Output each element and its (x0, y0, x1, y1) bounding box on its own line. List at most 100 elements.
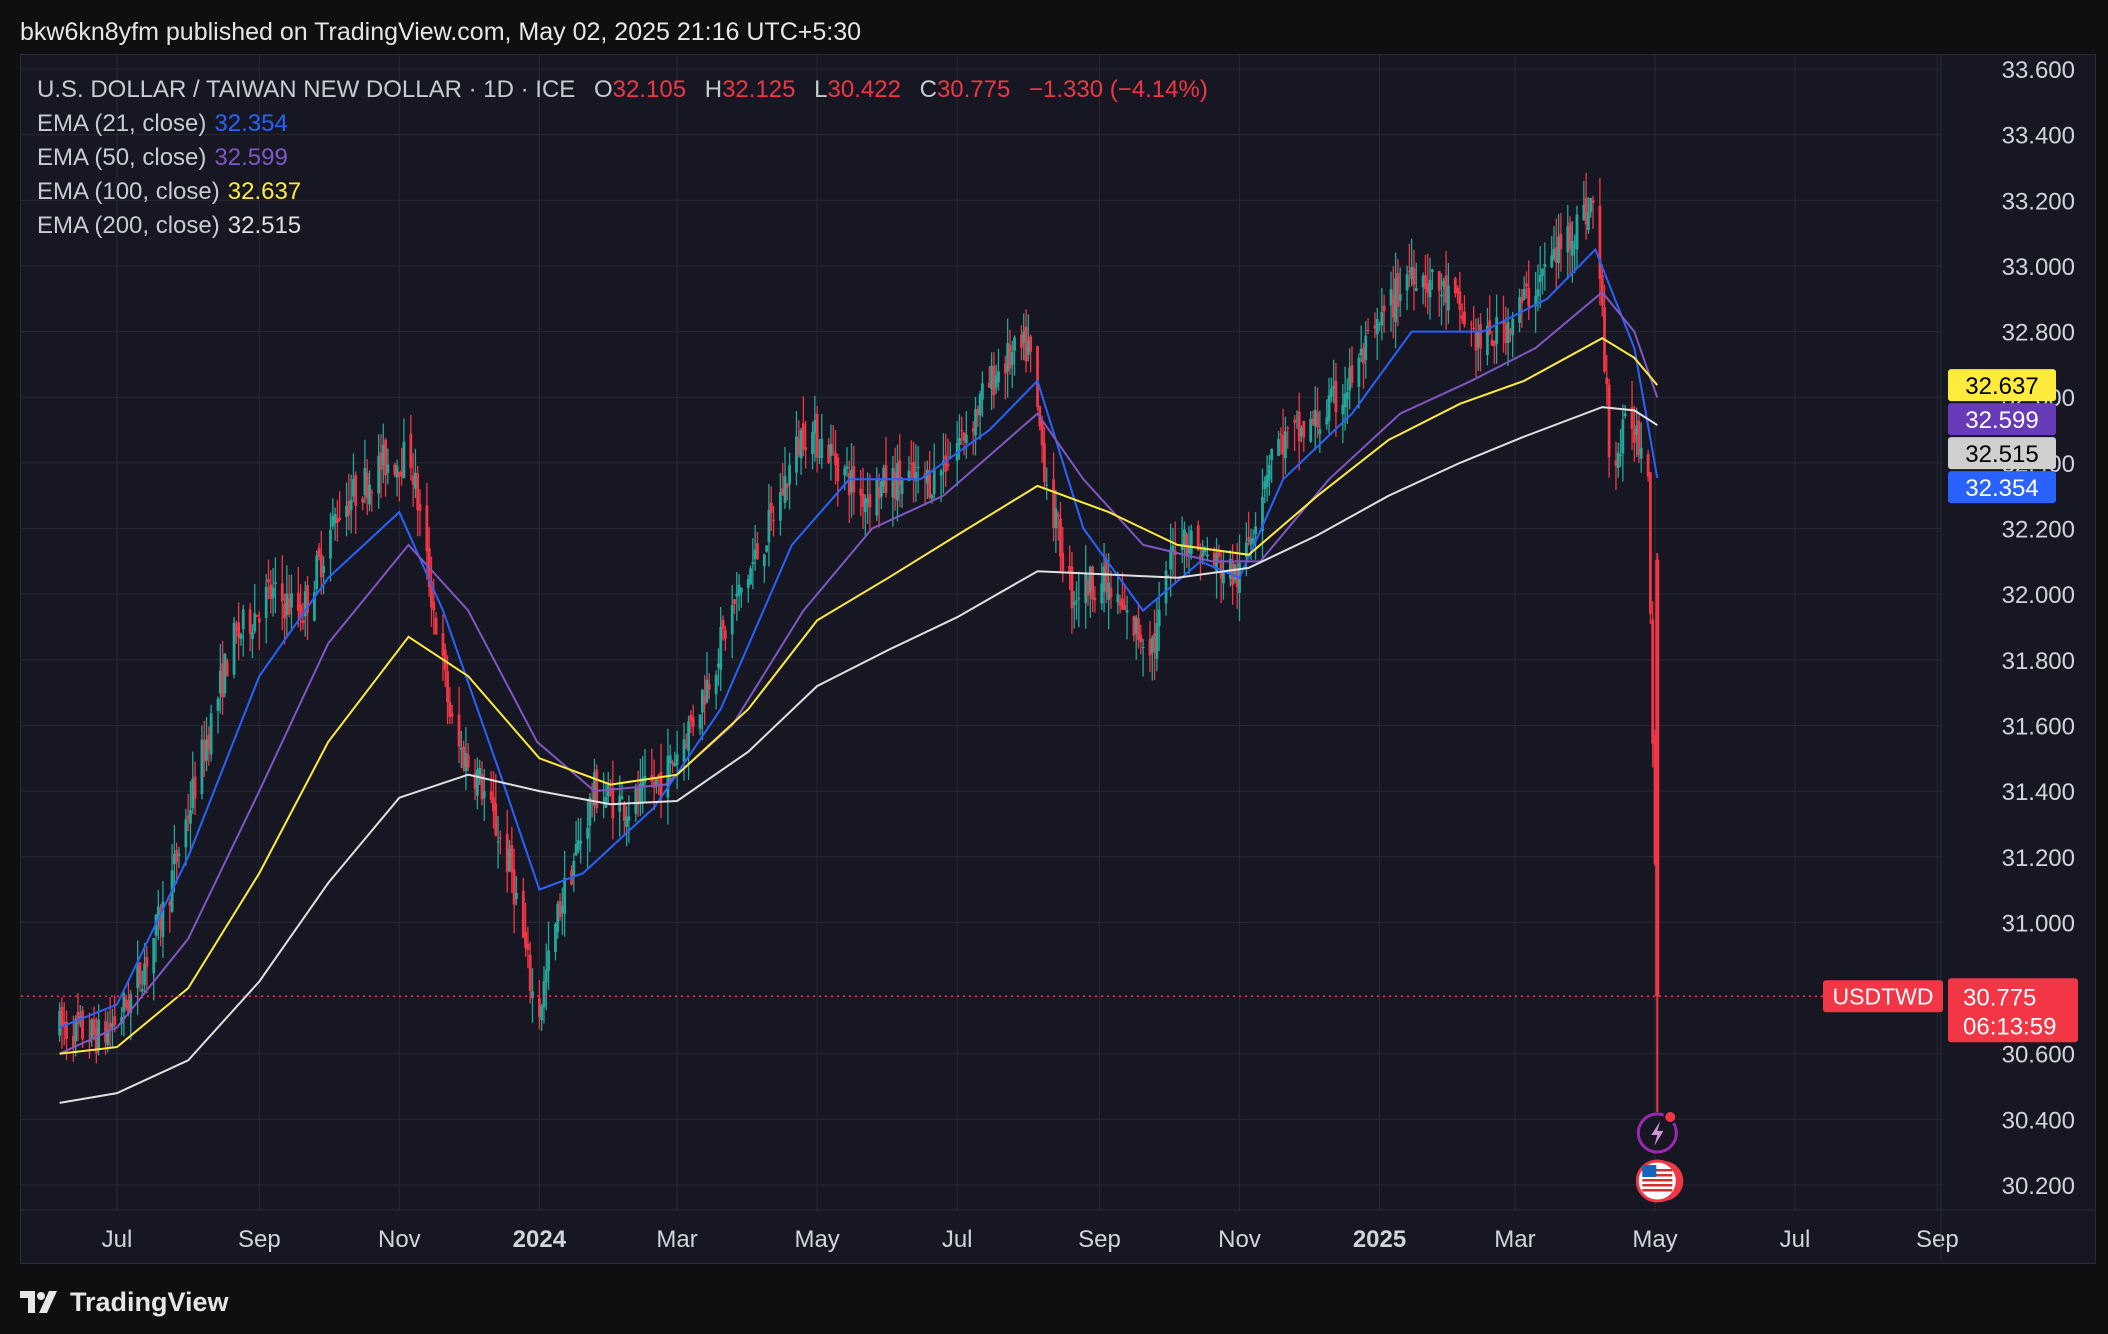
candle-body (1141, 647, 1145, 649)
candle-body (209, 713, 213, 755)
candle-body (496, 841, 500, 843)
candle-body (1029, 336, 1033, 352)
candle-body (1508, 330, 1512, 333)
chart-area[interactable]: 33.60033.40033.20033.00032.80032.60032.4… (20, 54, 2096, 1264)
candle-body (430, 581, 433, 608)
candle-body (1426, 283, 1430, 294)
candle-body (574, 844, 578, 856)
candle-body (1293, 420, 1297, 423)
candle-body (1430, 269, 1434, 272)
candle-body (108, 1022, 112, 1030)
candle-body (1447, 285, 1450, 311)
ema-price-tag[interactable] (1948, 369, 2056, 402)
candle-body (1619, 454, 1622, 457)
ema-50-row[interactable]: EMA (50, close) 32.599 (37, 141, 1208, 175)
candle-body (1311, 418, 1315, 425)
candle-body (1525, 283, 1528, 287)
last-price-tag[interactable] (1948, 978, 2078, 1043)
ema-line-3[interactable] (59, 406, 1658, 1104)
ema-21-value: 32.354 (214, 110, 288, 137)
candle-body (1600, 274, 1604, 307)
candle-body (1343, 393, 1347, 408)
tradingview-brand[interactable]: TradingView (20, 1282, 229, 1322)
candle-body (714, 674, 718, 695)
ema-21-row[interactable]: EMA (21, close) 32.354 (37, 107, 1208, 141)
candle-body (411, 475, 415, 485)
candle-body (939, 470, 943, 476)
candle-body (572, 860, 576, 877)
ema-line-0[interactable] (59, 247, 1659, 1029)
chart-background (21, 55, 2095, 1263)
candle-body (1566, 226, 1570, 253)
candle-body (290, 593, 293, 608)
candle-body (769, 502, 773, 513)
candle-body (756, 543, 759, 560)
ema-line-1[interactable] (59, 290, 1659, 1055)
candle-body (515, 892, 518, 899)
candle-body (987, 382, 991, 388)
candle-body (524, 931, 528, 948)
y-tick-label: 32.200 (2002, 517, 2075, 544)
candle-body (992, 365, 996, 396)
candle-body (1382, 305, 1386, 312)
candle-body (1100, 583, 1104, 604)
candle-body (703, 696, 707, 705)
x-tick-label: Mar (656, 1226, 697, 1253)
candle-body (762, 554, 766, 566)
candle-body (322, 566, 325, 574)
candle-body (981, 383, 984, 400)
y-tick-label: 30.600 (2002, 1042, 2075, 1069)
candle-body (526, 943, 530, 950)
candle-body (1543, 263, 1547, 268)
candle-body (223, 653, 227, 694)
candle-body (136, 966, 140, 988)
candle-body (843, 468, 847, 476)
candle-body (271, 587, 275, 598)
ema-price-tag[interactable] (1948, 471, 2056, 504)
candle-body (285, 593, 289, 615)
ema-100-row[interactable]: EMA (100, close) 32.637 (37, 175, 1208, 209)
candle-body (1313, 410, 1317, 427)
candle-body (473, 773, 477, 790)
candle-body (1520, 297, 1524, 303)
symbol-tag[interactable] (1823, 980, 1943, 1013)
price-chart[interactable]: 33.60033.40033.20033.00032.80032.60032.4… (21, 55, 2095, 1263)
notification-dot (1663, 1110, 1678, 1124)
candle-body (425, 505, 429, 552)
candle-body (1084, 573, 1088, 603)
candle-body (1410, 267, 1414, 280)
candle-body (269, 584, 273, 599)
candle-body (877, 487, 881, 499)
y-tick-label: 33.400 (2002, 123, 2075, 150)
x-tick-label: Jul (942, 1226, 973, 1253)
ema-price-tag[interactable] (1948, 403, 2056, 436)
candle-body (723, 630, 727, 640)
candle-body (641, 777, 645, 787)
candle-body (441, 633, 445, 656)
x-tick-label: Mar (1494, 1226, 1535, 1253)
ema-21-label: EMA (21, close) (37, 110, 207, 137)
candle-body (1364, 335, 1368, 361)
candle-body (1570, 241, 1574, 256)
candle-body (379, 452, 383, 470)
candle-body (338, 517, 342, 520)
candle-body (930, 495, 934, 499)
flag-stripe (1642, 1189, 1673, 1192)
ema-line-2[interactable] (59, 337, 1659, 1055)
candle-body (1442, 281, 1446, 287)
candle-body (448, 701, 452, 717)
candle-body (363, 468, 367, 496)
ema-price-tag[interactable] (1948, 437, 2056, 470)
candle-body (861, 493, 865, 508)
symbol-row[interactable]: U.S. DOLLAR / TAIWAN NEW DOLLAR · 1D · I… (37, 73, 1208, 107)
last-candle-body (1655, 559, 1660, 997)
ema-200-row[interactable]: EMA (200, close) 32.515 (37, 209, 1208, 243)
candle-body (58, 1010, 62, 1036)
ema-price-tag-label: 32.515 (1965, 441, 2038, 468)
candle-body (540, 1006, 544, 1021)
candle-body (1077, 598, 1081, 600)
candle-body (1056, 514, 1060, 517)
candle-body (1222, 571, 1225, 584)
candle-body (1265, 474, 1269, 488)
candle-body (875, 479, 879, 516)
